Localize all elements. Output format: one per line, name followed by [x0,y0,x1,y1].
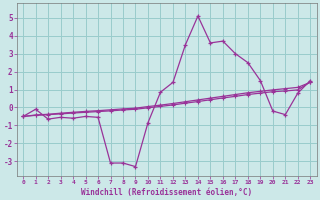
X-axis label: Windchill (Refroidissement éolien,°C): Windchill (Refroidissement éolien,°C) [81,188,252,197]
